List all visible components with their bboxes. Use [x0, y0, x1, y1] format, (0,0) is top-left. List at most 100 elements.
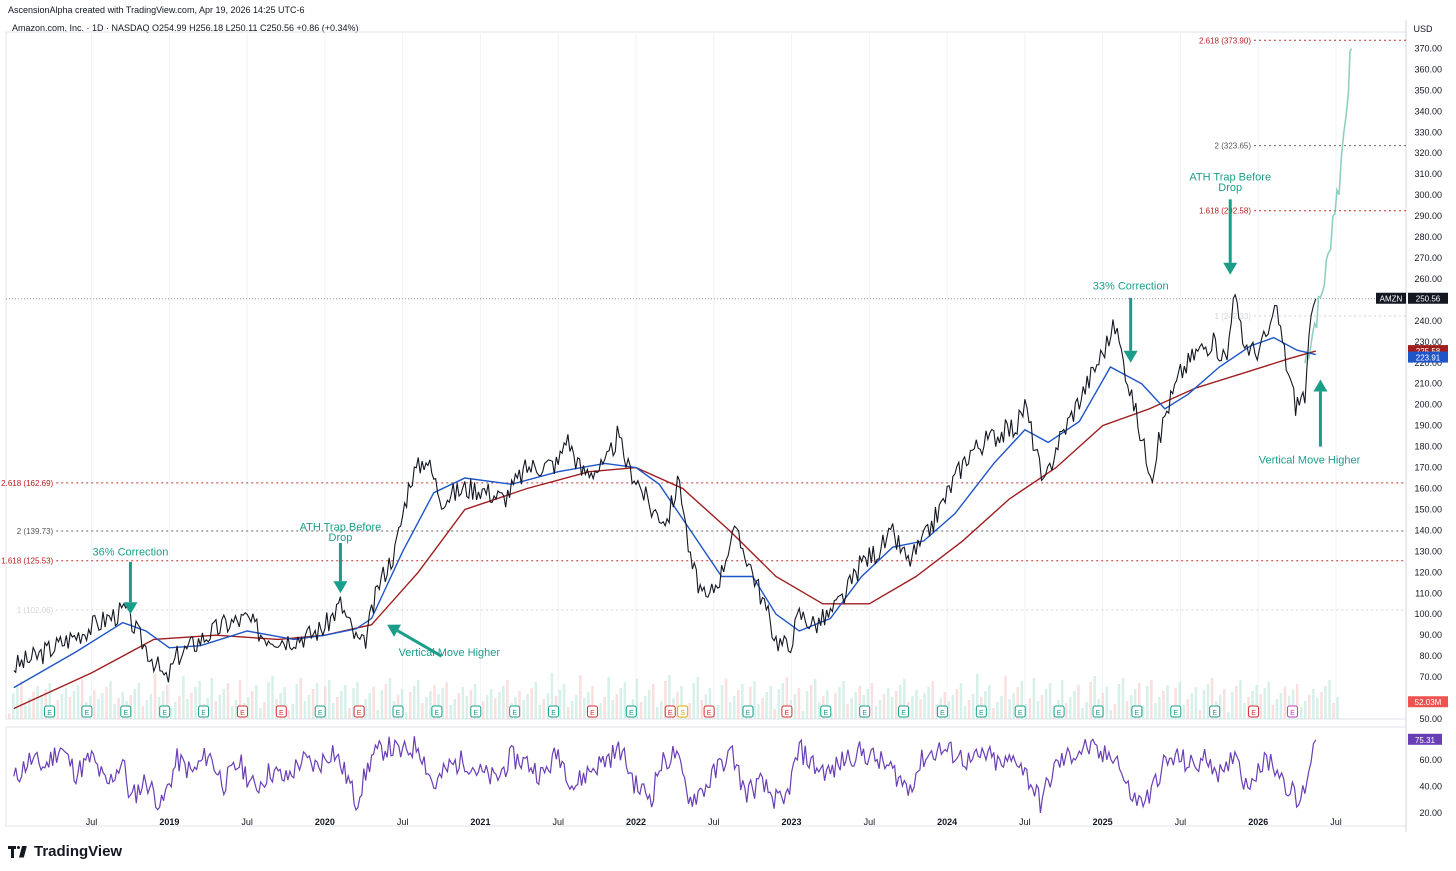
rsi-tick-label: 20.00 — [1419, 808, 1442, 818]
earnings-marker[interactable] — [1170, 705, 1182, 718]
volume-bar — [1336, 697, 1339, 719]
volume-bar — [915, 690, 918, 719]
earnings-marker[interactable] — [625, 705, 637, 718]
earnings-marker-label: E — [1251, 710, 1256, 717]
earnings-marker[interactable] — [1053, 705, 1065, 718]
volume-bar — [413, 686, 416, 719]
earnings-marker[interactable] — [742, 705, 754, 718]
fib-level-label: 2.618 (373.90) — [1199, 36, 1251, 45]
earnings-marker[interactable] — [975, 705, 987, 718]
volume-bar — [506, 680, 509, 719]
volume-bar — [368, 693, 371, 719]
volume-bar — [48, 683, 51, 719]
ma-50-line — [13, 336, 1316, 689]
earnings-marker-label: E — [551, 710, 556, 717]
earnings-marker[interactable] — [314, 705, 326, 718]
earnings-marker[interactable] — [1286, 705, 1298, 718]
ticker-label: AMZN — [1380, 295, 1403, 304]
annotation-arrow-head — [123, 602, 138, 615]
earnings-marker[interactable] — [820, 705, 832, 718]
earnings-marker-label: E — [590, 710, 595, 717]
earnings-marker[interactable] — [1131, 705, 1143, 718]
earnings-marker[interactable] — [470, 705, 482, 718]
earnings-marker[interactable] — [198, 705, 210, 718]
earnings-marker[interactable] — [1014, 705, 1026, 718]
time-tick-label: Jul — [397, 817, 409, 827]
volume-bar — [1105, 687, 1109, 719]
earnings-marker[interactable] — [1092, 705, 1104, 718]
fib-level-label: 1 (242.33) — [1215, 312, 1252, 321]
earnings-marker[interactable] — [120, 705, 132, 718]
time-tick-label: 2023 — [782, 817, 802, 827]
volume-bar — [1299, 707, 1303, 719]
earnings-marker[interactable] — [275, 705, 287, 718]
volume-bar — [656, 707, 659, 719]
price-tick-label: 210.00 — [1414, 379, 1442, 389]
earnings-marker[interactable] — [44, 705, 56, 718]
earnings-marker-label: E — [318, 710, 323, 717]
earnings-marker[interactable] — [81, 705, 93, 718]
volume-bar — [1312, 689, 1315, 719]
earnings-marker[interactable] — [548, 705, 560, 718]
earnings-marker[interactable] — [898, 705, 910, 718]
earnings-marker[interactable] — [431, 705, 443, 718]
ma-200-line — [13, 350, 1316, 710]
volume-bar — [226, 683, 230, 719]
volume-bar — [785, 677, 789, 719]
volume-bar — [1239, 680, 1242, 719]
tradingview-wordmark: TradingView — [34, 843, 123, 860]
volume-bar — [854, 692, 857, 719]
rsi-badge — [1408, 733, 1442, 745]
volume-bar — [388, 678, 392, 719]
earnings-marker[interactable] — [159, 705, 171, 718]
earnings-marker[interactable] — [781, 705, 793, 718]
earnings-marker[interactable] — [1248, 705, 1260, 718]
volume-bar — [246, 697, 250, 719]
earnings-marker[interactable] — [859, 705, 871, 718]
fib-level-label: 2.618 (162.69) — [1, 479, 53, 488]
earnings-marker-label: E — [123, 710, 128, 717]
earnings-marker[interactable] — [586, 705, 598, 718]
price-axis[interactable]: 370.00 360.00 350.00 340.00 330.00 320.00 310.… — [1376, 43, 1448, 724]
earnings-marker[interactable] — [353, 705, 365, 718]
price-tick-label: 130.00 — [1414, 546, 1442, 556]
time-tick-label: 2019 — [159, 817, 179, 827]
volume-bar — [287, 710, 290, 719]
price-tick-label: 310.00 — [1414, 169, 1442, 179]
volume-bar — [724, 679, 728, 719]
earnings-marker[interactable] — [677, 705, 689, 718]
volume-bar — [255, 685, 258, 719]
price-tick-label: 100.00 — [1414, 609, 1442, 619]
volume-bar — [1069, 697, 1072, 719]
volume-bar — [1129, 695, 1133, 719]
earnings-marker[interactable] — [1209, 705, 1221, 718]
volume-bar — [550, 673, 554, 719]
volume-bar — [461, 687, 465, 719]
earnings-marker[interactable] — [936, 705, 948, 718]
earnings-marker[interactable] — [664, 705, 676, 718]
volume-bar — [530, 688, 533, 719]
volume-bar — [36, 686, 39, 719]
earnings-marker-label: E — [201, 710, 206, 717]
earnings-marker[interactable] — [703, 705, 715, 718]
price-tick-label: 110.00 — [1415, 588, 1442, 598]
volume-bar — [1142, 706, 1145, 719]
volume-bar — [890, 697, 894, 719]
earnings-marker[interactable] — [392, 705, 404, 718]
volume-bar — [757, 704, 760, 719]
volume-bar — [894, 691, 898, 719]
earnings-marker[interactable] — [509, 705, 521, 718]
ma-50-label: 223.91 — [1416, 354, 1441, 363]
time-tick-label: 2022 — [626, 817, 646, 827]
earnings-marker-label: E — [823, 710, 828, 717]
volume-bar — [919, 699, 922, 719]
price-tick-label: 260.00 — [1414, 274, 1442, 284]
volume-bar — [340, 691, 343, 719]
earnings-marker[interactable] — [236, 705, 248, 718]
volume-bar — [664, 681, 667, 719]
volume-bar — [878, 700, 882, 719]
time-axis[interactable]: Jul 2019 Jul 2020 Jul 2021 Jul 2022 Jul 2023 Jul 20… — [86, 817, 1342, 827]
volume-bar — [619, 688, 623, 719]
